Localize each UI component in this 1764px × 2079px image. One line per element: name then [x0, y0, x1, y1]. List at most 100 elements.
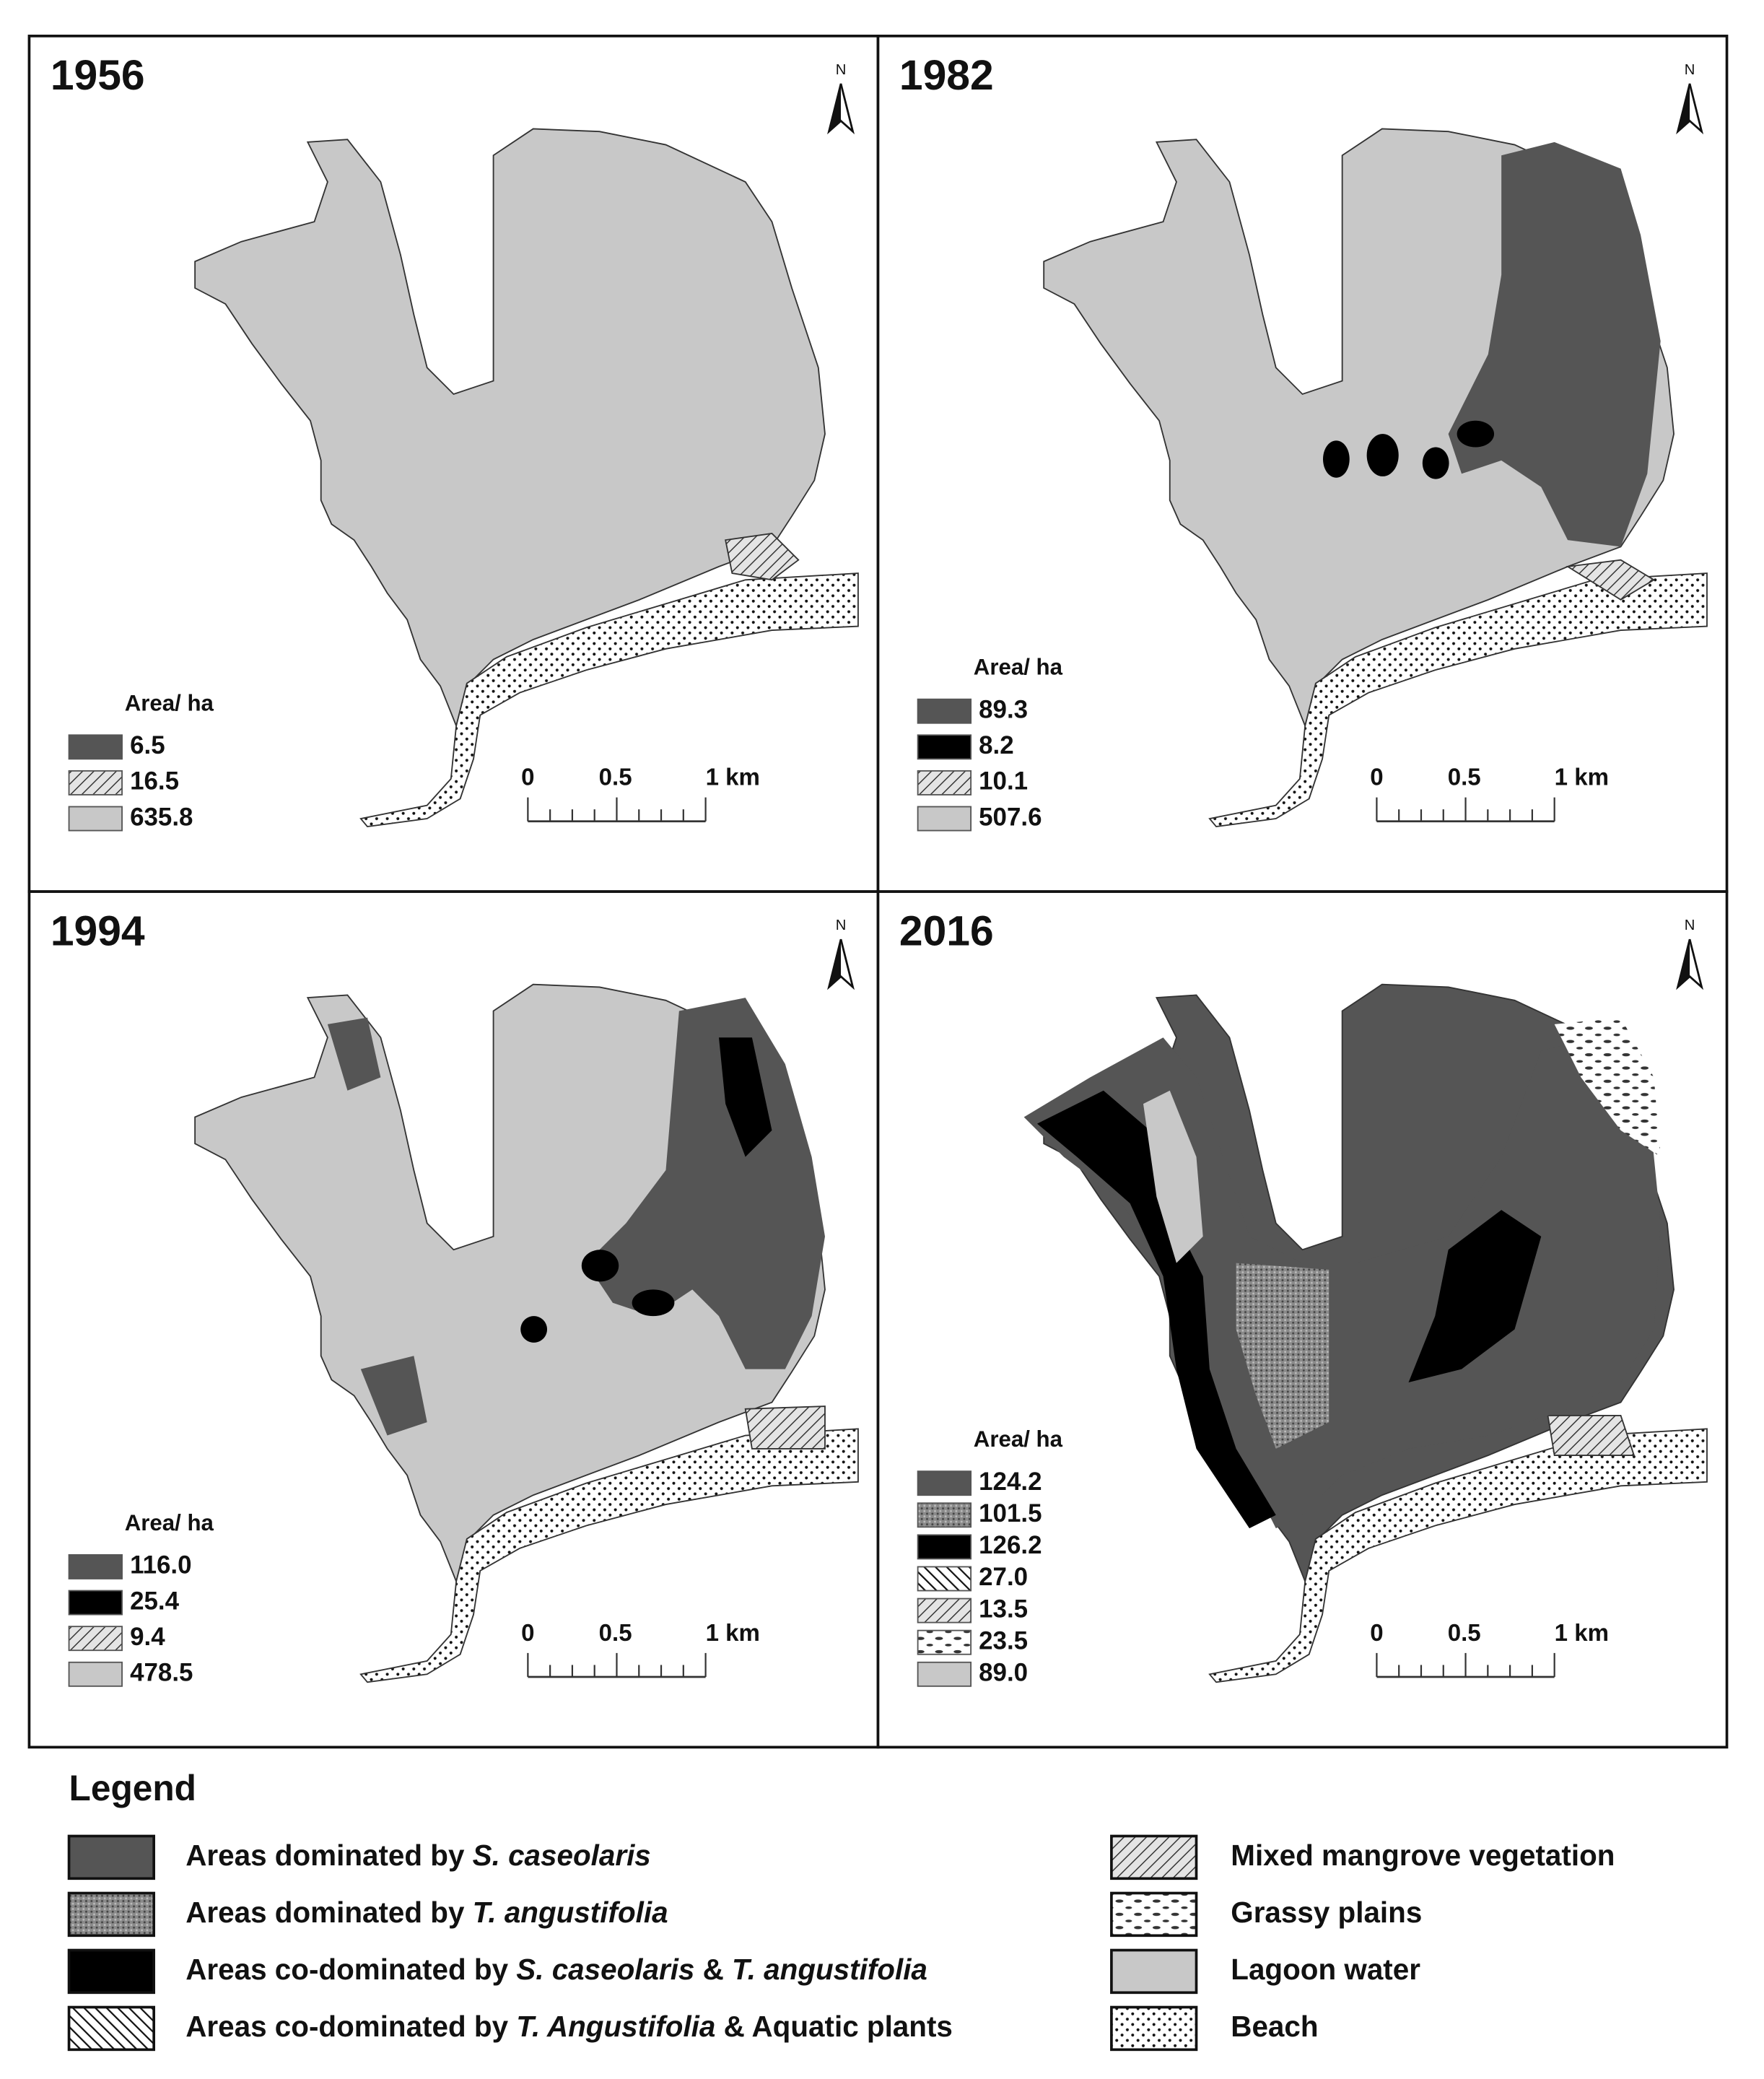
area-value: 8.2: [979, 731, 1014, 759]
mangrove-patch: [744, 1405, 826, 1450]
area-swatch: [917, 734, 972, 760]
legend-label-part: Areas co-dominated by: [185, 2010, 516, 2043]
scale-label: 1 km: [706, 764, 760, 791]
vegetation-patch: [1323, 420, 1495, 479]
scale-label: 1 km: [1555, 1620, 1609, 1647]
area-value: 126.2: [979, 1531, 1042, 1559]
legend-label-part: Areas co-dominated by: [185, 1953, 516, 1986]
panel-year: 1982: [899, 52, 994, 99]
vegetation-patch: [1236, 1263, 1329, 1449]
area-swatch: [68, 1626, 123, 1652]
beach-shape: [1208, 572, 1708, 828]
map-panel: 1982 N 0 0.5 1 km Area/ ha 89.3 8.2 10.1 507.6: [876, 35, 1729, 893]
north-label: N: [1685, 62, 1695, 78]
legend-swatch: [1110, 1891, 1198, 1938]
beach-shape: [359, 572, 859, 828]
area-title: Area/ ha: [125, 690, 214, 715]
vegetation-patch: [1143, 1090, 1203, 1263]
mangrove-patch: [725, 532, 800, 581]
legend-label-part: S. caseolaris: [473, 1839, 651, 1872]
legend-label: Mixed mangrove vegetation: [1231, 1839, 1615, 1872]
area-swatch: [917, 1598, 972, 1623]
scale-label: 0: [521, 1620, 534, 1647]
area-swatch: [917, 770, 972, 796]
area-swatch: [917, 1470, 972, 1496]
area-value: 101.5: [979, 1499, 1042, 1527]
area-swatch: [917, 1661, 972, 1687]
area-swatch: [917, 1502, 972, 1528]
area-swatch: [68, 806, 123, 832]
area-value: 23.5: [979, 1626, 1028, 1655]
scale-label: 0: [1370, 1620, 1383, 1647]
legend-label-part: Lagoon water: [1231, 1953, 1420, 1986]
legend-label-part: T. Angustifolia: [516, 2010, 715, 2043]
legend-label: Areas co-dominated by T. Angustifolia & …: [185, 2010, 953, 2043]
legend-label: Beach: [1231, 2010, 1318, 2043]
mangrove-patch: [1547, 1415, 1636, 1457]
legend-label-part: Areas dominated by: [185, 1839, 472, 1872]
area-swatch: [917, 1534, 972, 1560]
lagoon-shape: [194, 983, 826, 1584]
vegetation-patch: [520, 1037, 772, 1343]
north-label: N: [1685, 918, 1695, 933]
scale-label: 1 km: [1555, 764, 1609, 791]
legend-swatch: [67, 1948, 155, 1995]
legend-swatch: [1110, 1948, 1198, 1995]
map-panel: 1994 N 0 0.5 1 km Area/ ha 116.0 25.4 9.4 478.5: [27, 890, 880, 1749]
area-swatch: [917, 698, 972, 724]
lagoon-shape: [194, 128, 826, 728]
legend-label: Lagoon water: [1231, 1953, 1420, 1986]
legend-label-part: Mixed mangrove vegetation: [1231, 1839, 1615, 1872]
north-arrow-half: [1677, 939, 1690, 988]
panel-year: 1956: [51, 52, 145, 99]
north-arrow-half: [829, 939, 842, 988]
legend-label-part: T. angustifolia: [473, 1896, 668, 1929]
north-label: N: [836, 62, 847, 78]
scale-label: 0.5: [599, 1620, 632, 1647]
area-swatch: [917, 806, 972, 832]
area-value: 25.4: [130, 1587, 180, 1615]
area-value: 27.0: [979, 1563, 1028, 1591]
legend-label-part: &: [694, 1953, 732, 1986]
vegetation-patch: [1554, 1017, 1661, 1157]
legend-title: Legend: [69, 1768, 196, 1808]
legend-swatch: [67, 1891, 155, 1938]
legend-label-part: & Aquatic plants: [715, 2010, 953, 2043]
area-value: 116.0: [130, 1551, 191, 1579]
area-value: 13.5: [979, 1595, 1028, 1623]
north-arrow-half: [1677, 84, 1690, 132]
area-title: Area/ ha: [974, 1426, 1063, 1452]
area-value: 89.0: [979, 1659, 1028, 1687]
scale-label: 0: [1370, 764, 1383, 791]
area-value: 89.3: [979, 695, 1028, 723]
area-value: 6.5: [130, 731, 165, 759]
legend-label-part: Beach: [1231, 2010, 1318, 2043]
mangrove-patch: [1566, 559, 1656, 601]
area-value: 10.1: [979, 767, 1028, 796]
panel-year: 2016: [899, 907, 994, 954]
area-value: 9.4: [130, 1623, 165, 1651]
map-panel: 1956 N 0 0.5 1 km Area/ ha 6.5 16.5 635.8: [27, 35, 880, 893]
scale-label: 0.5: [599, 764, 632, 791]
legend-label: Areas dominated by S. caseolaris: [185, 1839, 651, 1872]
panel-year: 1994: [51, 907, 145, 954]
legend-label-part: Grassy plains: [1231, 1896, 1422, 1929]
legend-swatch: [67, 1834, 155, 1880]
legend-label-part: Areas dominated by: [185, 1896, 472, 1929]
area-swatch: [68, 734, 123, 760]
area-swatch: [68, 770, 123, 796]
area-swatch: [68, 1590, 123, 1616]
legend-label-part: T. angustifolia: [732, 1953, 927, 1986]
area-value: 478.5: [130, 1659, 193, 1687]
legend-label: Grassy plains: [1231, 1896, 1422, 1929]
area-value: 507.6: [979, 803, 1042, 831]
area-value: 16.5: [130, 767, 179, 796]
area-swatch: [68, 1661, 123, 1687]
scale-label: 0.5: [1448, 1620, 1481, 1647]
beach-shape: [359, 1428, 859, 1683]
area-title: Area/ ha: [125, 1510, 214, 1535]
north-label: N: [836, 918, 847, 933]
vegetation-patch: [327, 998, 825, 1436]
